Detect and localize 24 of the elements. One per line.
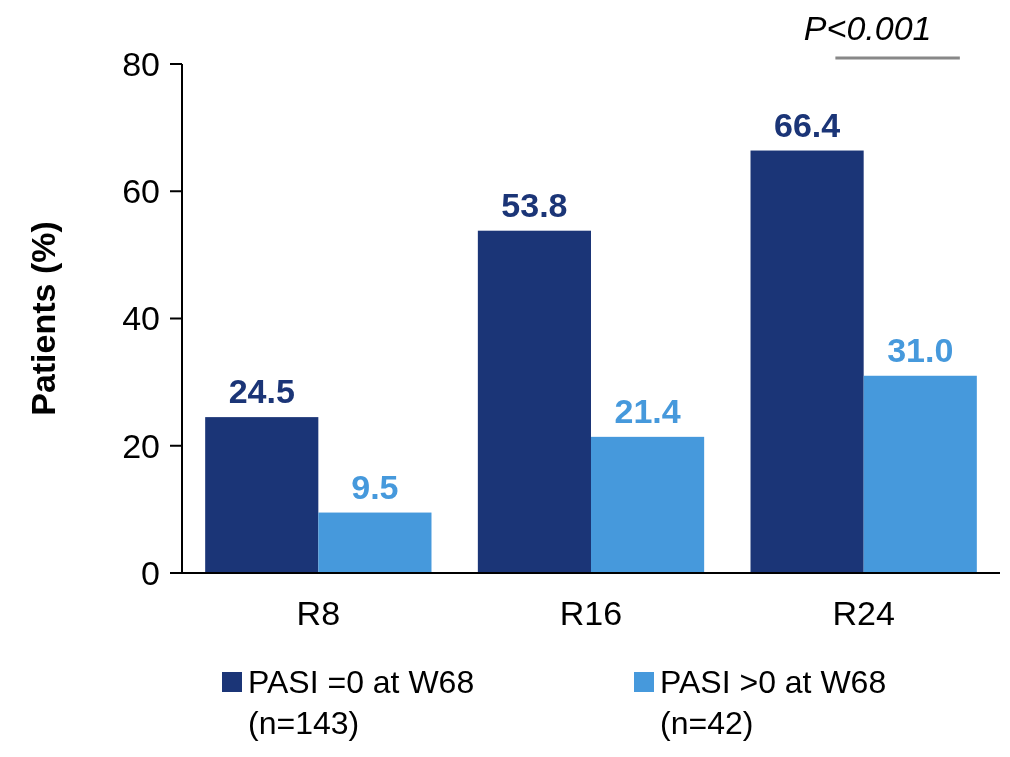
legend-label: PASI >0 at W68 (n=42) [660,664,887,742]
y-tick-label: 80 [122,44,160,83]
legend-label: PASI =0 at W68 (n=143) [248,664,475,742]
data-label: 53.8 [501,185,568,224]
y-tick-label: 20 [122,426,160,465]
bar [750,150,864,573]
data-label: 24.5 [228,372,295,411]
x-tick-label: R24 [832,594,895,632]
y-tick-label: 0 [141,553,160,592]
bar [863,375,977,573]
y-tick-label: 60 [122,172,160,211]
data-label: 66.4 [773,105,841,144]
data-label: 21.4 [614,391,681,430]
data-label: 31.0 [887,330,954,369]
bar [477,230,591,573]
data-label: 9.5 [351,467,399,506]
bar [318,512,432,573]
x-tick-label: R8 [296,594,341,632]
bar [591,436,705,573]
text: P<0.001 [803,9,932,47]
x-tick-label: R16 [559,594,623,632]
bar [205,417,319,573]
y-tick-label: 40 [122,299,160,338]
y-axis-title: Patients (%) [24,221,62,416]
